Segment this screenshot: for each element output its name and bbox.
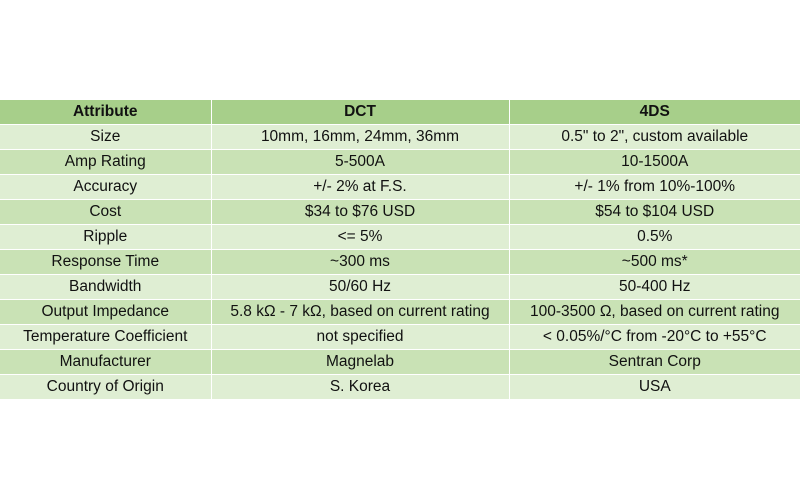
dct-cell: 50/60 Hz [211, 274, 510, 300]
dct-cell: +/- 2% at F.S. [211, 174, 510, 200]
dct-cell: ~300 ms [211, 249, 510, 275]
dct-cell: 10mm, 16mm, 24mm, 36mm [211, 124, 510, 150]
header-dct: DCT [211, 100, 510, 125]
4ds-cell: 100-3500 Ω, based on current rating [509, 299, 800, 325]
table-row: Manufacturer Magnelab Sentran Corp [0, 349, 800, 375]
attribute-cell: Amp Rating [0, 149, 212, 175]
table-row: Output Impedance 5.8 kΩ - 7 kΩ, based on… [0, 299, 800, 325]
4ds-cell: USA [509, 374, 800, 400]
4ds-cell: 50-400 Hz [509, 274, 800, 300]
dct-cell: Magnelab [211, 349, 510, 375]
4ds-cell: $54 to $104 USD [509, 199, 800, 225]
4ds-cell: 10-1500A [509, 149, 800, 175]
attribute-cell: Temperature Coefficient [0, 324, 212, 350]
dct-cell: $34 to $76 USD [211, 199, 510, 225]
dct-cell: <= 5% [211, 224, 510, 250]
attribute-cell: Accuracy [0, 174, 212, 200]
table-row: Size 10mm, 16mm, 24mm, 36mm 0.5" to 2", … [0, 124, 800, 150]
table-row: Response Time ~300 ms ~500 ms* [0, 249, 800, 275]
4ds-cell: ~500 ms* [509, 249, 800, 275]
attribute-cell: Country of Origin [0, 374, 212, 400]
table-row: Cost $34 to $76 USD $54 to $104 USD [0, 199, 800, 225]
attribute-cell: Size [0, 124, 212, 150]
header-row: Attribute DCT 4DS [0, 100, 800, 125]
comparison-table: Attribute DCT 4DS Size 10mm, 16mm, 24mm,… [0, 100, 800, 400]
attribute-cell: Ripple [0, 224, 212, 250]
comparison-table-container: Attribute DCT 4DS Size 10mm, 16mm, 24mm,… [0, 100, 800, 400]
dct-cell: 5-500A [211, 149, 510, 175]
4ds-cell: < 0.05%/°C from -20°C to +55°C [509, 324, 800, 350]
dct-cell: S. Korea [211, 374, 510, 400]
table-row: Accuracy +/- 2% at F.S. +/- 1% from 10%-… [0, 174, 800, 200]
table-row: Temperature Coefficient not specified < … [0, 324, 800, 350]
attribute-cell: Output Impedance [0, 299, 212, 325]
header-attribute: Attribute [0, 100, 212, 125]
table-row: Bandwidth 50/60 Hz 50-400 Hz [0, 274, 800, 300]
table-row: Ripple <= 5% 0.5% [0, 224, 800, 250]
4ds-cell: 0.5" to 2", custom available [509, 124, 800, 150]
attribute-cell: Bandwidth [0, 274, 212, 300]
dct-cell: 5.8 kΩ - 7 kΩ, based on current rating [211, 299, 510, 325]
attribute-cell: Cost [0, 199, 212, 225]
4ds-cell: +/- 1% from 10%-100% [509, 174, 800, 200]
attribute-cell: Manufacturer [0, 349, 212, 375]
4ds-cell: 0.5% [509, 224, 800, 250]
dct-cell: not specified [211, 324, 510, 350]
attribute-cell: Response Time [0, 249, 212, 275]
table-row: Country of Origin S. Korea USA [0, 374, 800, 400]
header-4ds: 4DS [509, 100, 800, 125]
4ds-cell: Sentran Corp [509, 349, 800, 375]
table-row: Amp Rating 5-500A 10-1500A [0, 149, 800, 175]
